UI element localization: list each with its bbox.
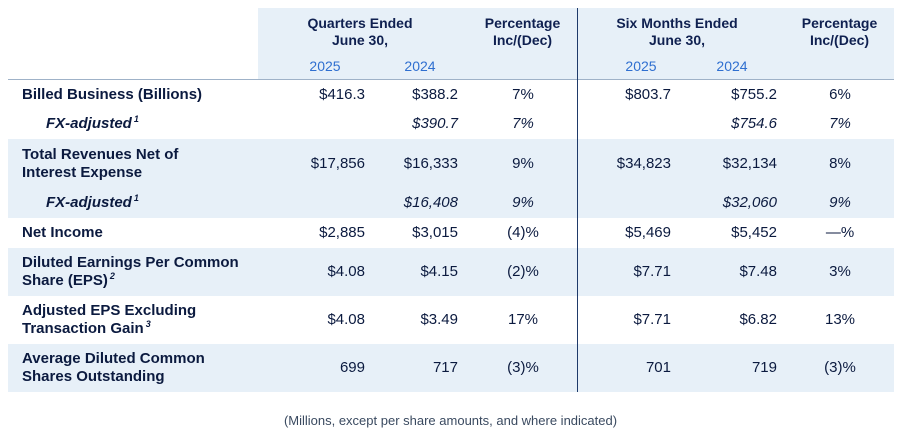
year-s-2024: 2024 <box>716 58 748 74</box>
cell-qp: 7% <box>512 115 534 132</box>
cell-s25: $803.7 <box>625 85 671 103</box>
cell-q24: $3.49 <box>420 311 458 328</box>
cell-s25: $5,469 <box>625 224 671 241</box>
footnote-marker: 1 <box>133 114 139 124</box>
row-label-text: FX-adjusted <box>46 194 132 211</box>
cell-qp: 7% <box>512 85 534 103</box>
row-label: Total Revenues Net of Interest Expense <box>22 146 178 182</box>
cell-s24: $6.82 <box>739 311 777 328</box>
cell-s24: $32,134 <box>722 154 777 172</box>
cell-s24: 719 <box>751 359 777 376</box>
table-row: FX-adjusted 1 $16,408 9% $32,060 9% <box>8 188 894 218</box>
cell-q24: $16,333 <box>403 154 458 172</box>
row-label: Diluted Earnings Per Common Share (EPS) 2 <box>22 254 239 290</box>
table-row: FX-adjusted 1 $390.7 7% $754.6 7% <box>8 109 894 139</box>
cell-s25: 701 <box>645 359 671 376</box>
cell-sp: 6% <box>829 85 851 103</box>
cell-q25: $4.08 <box>327 311 365 328</box>
row-label: Average Diluted Common Shares Outstandin… <box>22 350 205 386</box>
cell-sp: 8% <box>829 154 851 172</box>
row-label: Adjusted EPS Excluding Transaction Gain 3 <box>22 302 196 338</box>
cell-s24: $7.48 <box>739 263 777 280</box>
year-s-2025: 2025 <box>625 58 657 74</box>
cell-s24: $754.6 <box>731 115 777 132</box>
cell-s25: $7.71 <box>633 311 671 328</box>
cell-q24: $3,015 <box>412 224 458 241</box>
table-row: Diluted Earnings Per Common Share (EPS) 2… <box>8 248 894 296</box>
row-label-text: Billed Business (Billions) <box>22 85 203 103</box>
row-label-text: FX-adjusted <box>46 115 132 132</box>
cell-sp: 7% <box>829 115 851 132</box>
year-q-2025: 2025 <box>309 58 341 74</box>
footnote-marker: 1 <box>133 193 139 203</box>
row-label-text: Average Diluted Common Shares Outstandin… <box>22 350 205 385</box>
row-label: FX-adjusted 1 <box>46 115 139 133</box>
cell-q25: $2,885 <box>319 224 365 241</box>
cell-q25: $4.08 <box>327 263 365 280</box>
header-divider <box>8 79 894 80</box>
cell-sp: —% <box>825 224 855 241</box>
cell-qp: 9% <box>512 194 534 211</box>
cell-qp: (2)% <box>507 263 539 280</box>
quarters-header: Quarters Ended June 30, <box>307 15 413 48</box>
cell-sp: 9% <box>829 194 851 211</box>
row-label: FX-adjusted 1 <box>46 194 139 212</box>
six-months-header: Six Months Ended June 30, <box>616 15 738 48</box>
cell-q25: $17,856 <box>310 154 365 172</box>
cell-q24: $390.7 <box>412 115 458 132</box>
cell-s25: $7.71 <box>633 263 671 280</box>
table-row: Total Revenues Net of Interest Expense $1… <box>8 139 894 188</box>
cell-s24: $5,452 <box>731 224 777 241</box>
cell-qp: 17% <box>507 311 539 328</box>
cell-q24: 717 <box>432 359 458 376</box>
cell-sp: 3% <box>829 263 851 280</box>
cell-q24: $388.2 <box>412 85 458 103</box>
row-label-text: Adjusted EPS Excluding Transaction Gain <box>22 302 197 337</box>
period-divider <box>577 8 578 392</box>
pct-header-quarters: Percentage Inc/(Dec) <box>484 15 561 48</box>
cell-s25: $34,823 <box>616 154 671 172</box>
cell-s24: $32,060 <box>722 194 777 211</box>
row-label: Net Income <box>22 224 103 242</box>
table-row: Net Income $2,885 $3,015 (4)% $5,469 $5,452 —% <box>8 218 894 248</box>
cell-q25: 699 <box>339 359 365 376</box>
table-footnote: (Millions, except per share amounts, and… <box>283 413 618 428</box>
cell-qp: (3)% <box>507 359 539 376</box>
table-row: Billed Business (Billions) $416.3 $388.2 7%… <box>8 80 894 109</box>
footnote-marker: 2 <box>109 271 115 281</box>
six-months-header-bg <box>578 8 894 79</box>
pct-header-six-months: Percentage Inc/(Dec) <box>801 15 878 48</box>
cell-qp: 9% <box>512 154 534 172</box>
table-row: Average Diluted Common Shares Outstandin… <box>8 344 894 392</box>
cell-sp: 13% <box>824 311 856 328</box>
cell-q25: $416.3 <box>319 85 365 103</box>
row-label: Billed Business (Billions) <box>22 86 202 104</box>
footnote-marker: 3 <box>145 319 151 329</box>
row-label-text: Diluted Earnings Per Common Share (EPS) <box>22 254 239 289</box>
cell-s24: $755.2 <box>731 85 777 103</box>
cell-qp: (4)% <box>507 224 539 241</box>
cell-sp: (3)% <box>824 359 856 376</box>
row-label-text: Total Revenues Net of Interest Expense <box>22 145 179 181</box>
row-label-text: Net Income <box>22 224 103 241</box>
cell-q24: $16,408 <box>403 194 458 211</box>
cell-q24: $4.15 <box>420 263 458 280</box>
year-q-2024: 2024 <box>404 58 436 74</box>
table-row: Adjusted EPS Excluding Transaction Gain 3… <box>8 296 894 344</box>
quarters-header-bg <box>258 8 577 79</box>
